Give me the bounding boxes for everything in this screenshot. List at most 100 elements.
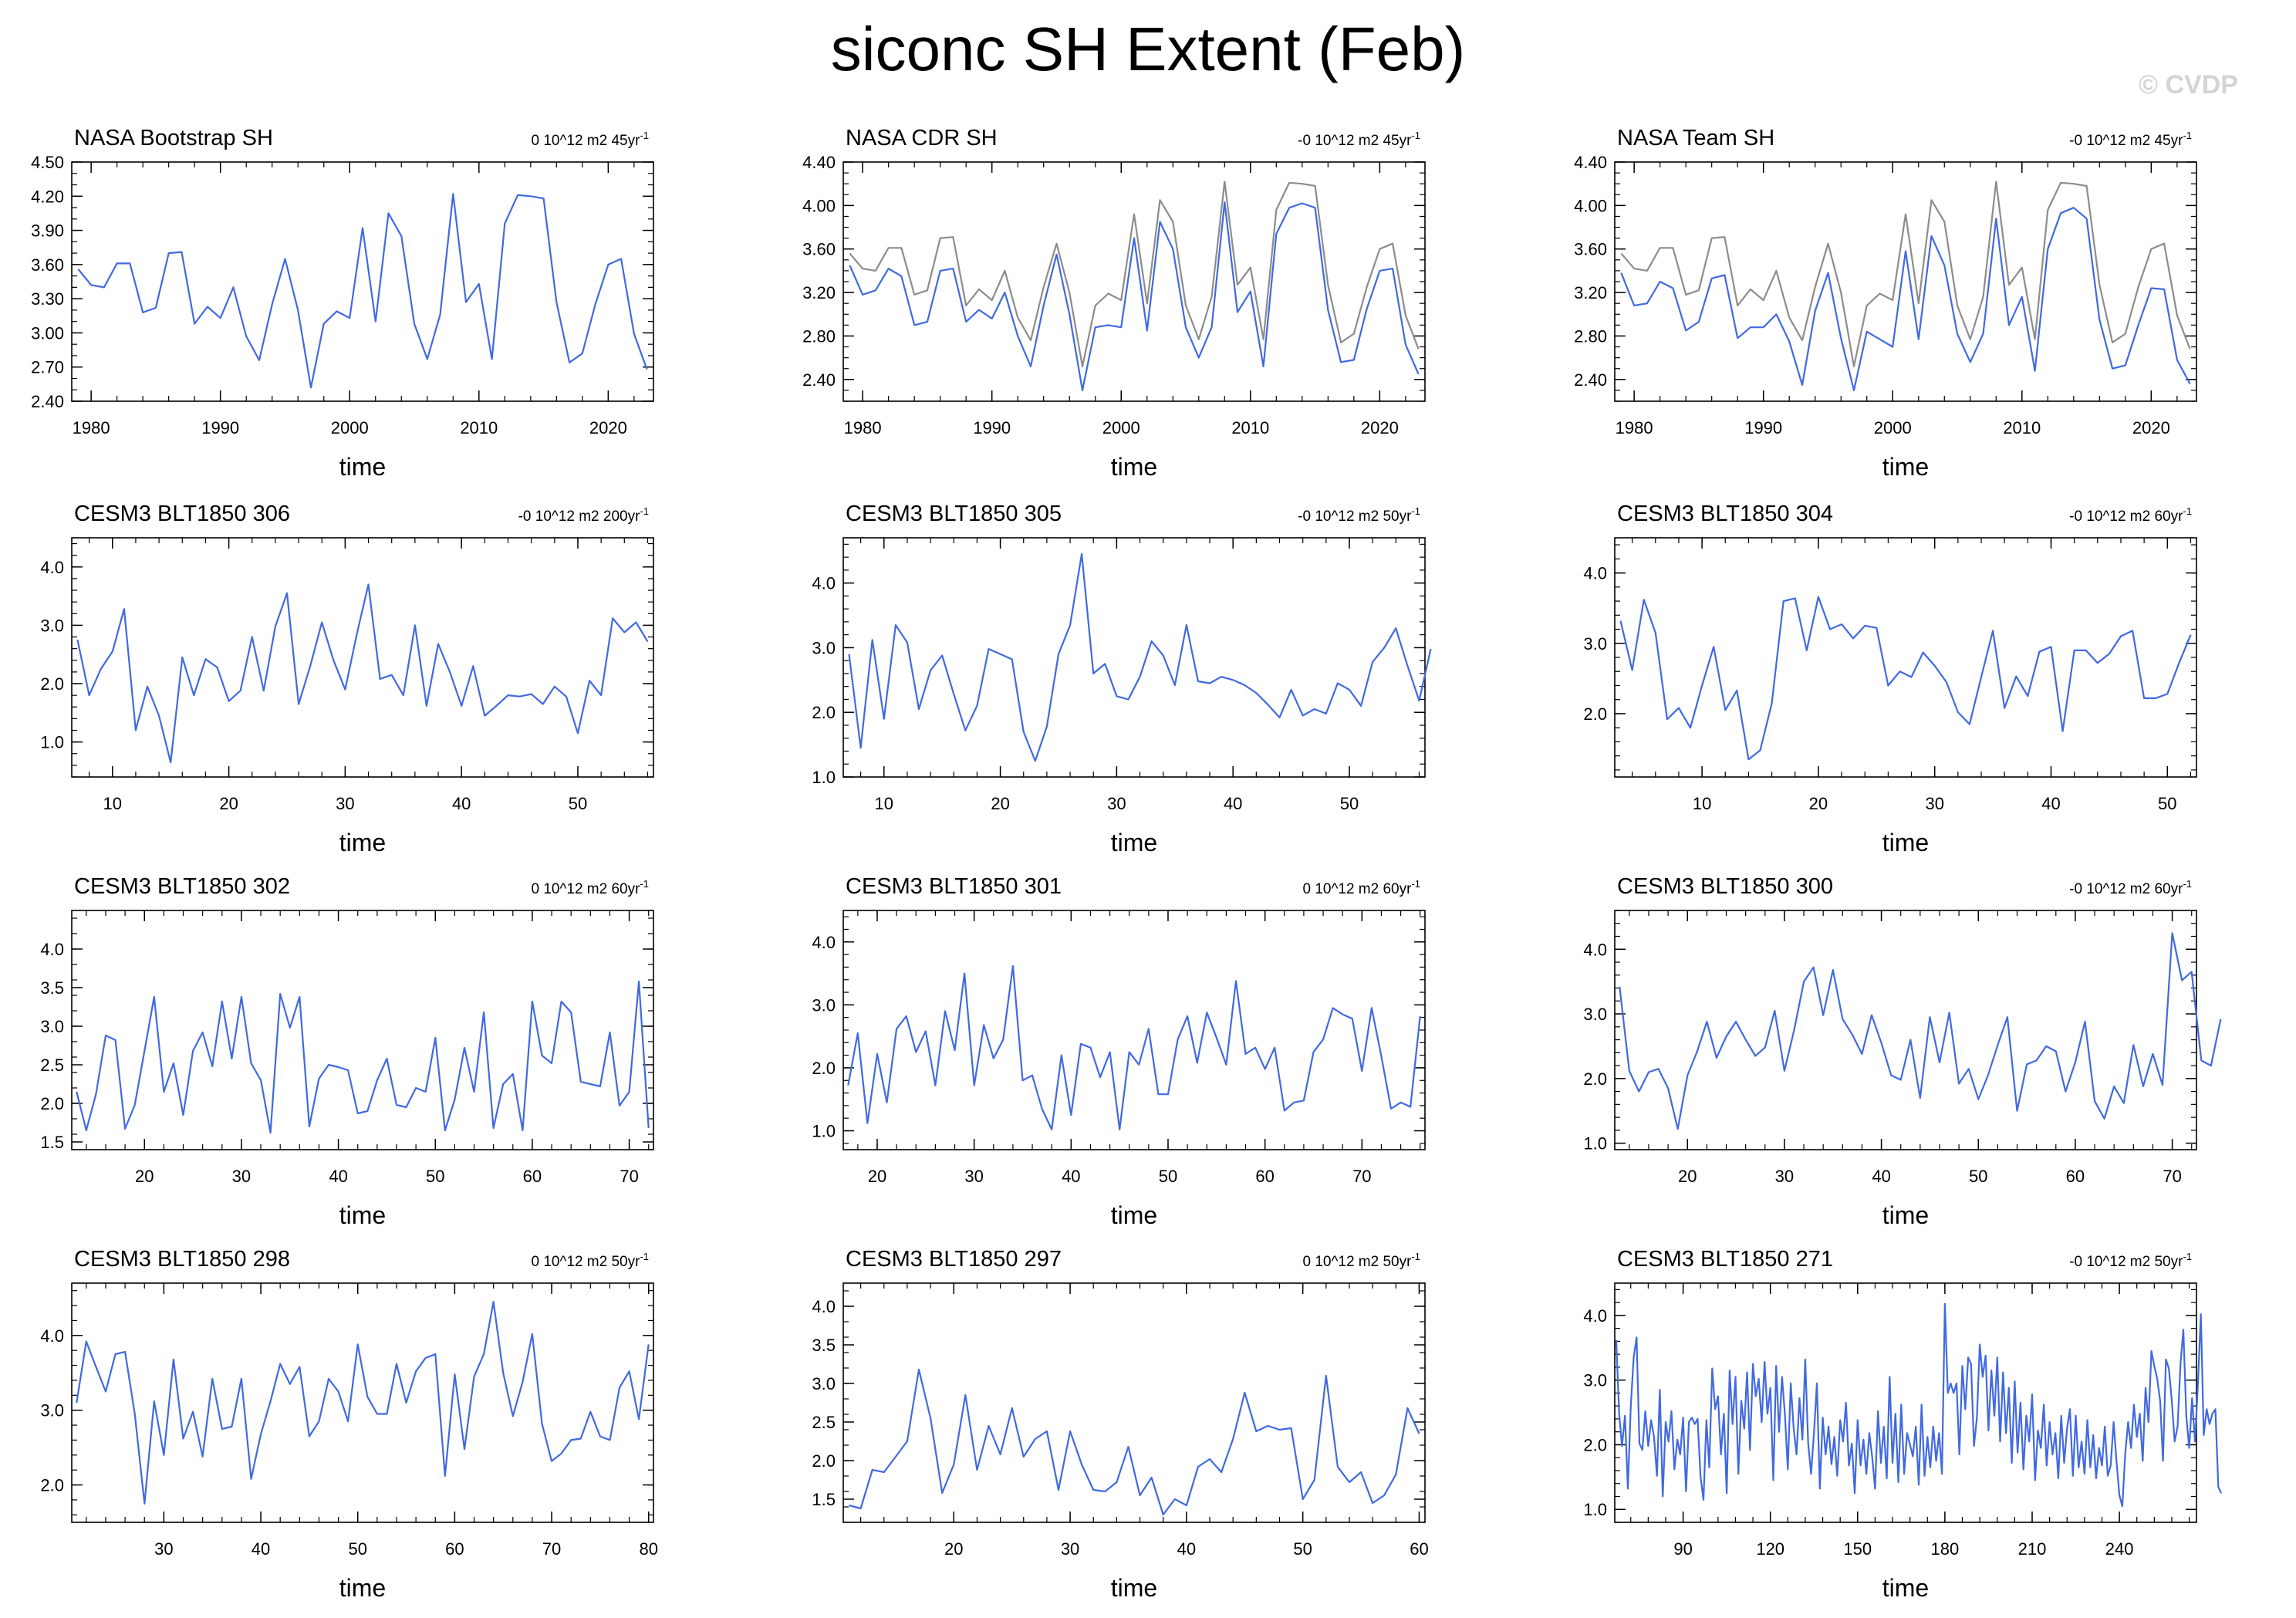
series-line-cesm3-blt1850-304 (1619, 596, 2192, 761)
panel-cesm3-blt1850-271: CESM3 BLT1850 271 -0 10^12 m2 50yr-1 1.0 2.… (1583, 1247, 2223, 1602)
x-tick-label: 60 (445, 1539, 464, 1559)
x-tick-label: 20 (219, 794, 238, 813)
panel-nasa-cdr-sh: NASA CDR SH -0 10^12 m2 45yr-1 2.40 2.80 3.2… (802, 126, 1426, 481)
x-tick-label: 1980 (1616, 418, 1653, 437)
x-axis-label: time (339, 1574, 386, 1602)
y-tick-label: 3.0 (812, 638, 836, 657)
panel-title: CESM3 BLT1850 300 (1617, 874, 1833, 899)
x-axis-label: time (1111, 1201, 1157, 1229)
x-tick-label: 60 (523, 1167, 542, 1186)
y-tick-label: 3.0 (1583, 1005, 1607, 1024)
figure-title: siconc SH Extent (Feb) (830, 15, 1466, 83)
plot-frame (71, 161, 654, 402)
y-tick-label: 4.0 (40, 1326, 64, 1346)
y-tick-label: 3.0 (1583, 1371, 1607, 1390)
x-tick-label: 60 (2066, 1167, 2085, 1186)
y-tick-label: 2.0 (812, 1059, 836, 1078)
x-tick-label: 50 (426, 1167, 444, 1186)
x-tick-label: 50 (348, 1539, 366, 1559)
x-tick-label: 40 (1872, 1167, 1890, 1186)
x-tick-label: 2020 (2132, 418, 2170, 437)
panel-title: NASA CDR SH (846, 126, 998, 150)
panel-title: CESM3 BLT1850 305 (846, 502, 1062, 526)
x-tick-label: 50 (1969, 1167, 1987, 1186)
y-tick-label: 4.0 (812, 574, 836, 593)
y-tick-label: 1.0 (1583, 1500, 1607, 1519)
x-tick-label: 20 (1678, 1167, 1697, 1186)
panel-cesm3-blt1850-297: CESM3 BLT1850 297 0 10^12 m2 50yr-1 1.5 2.0… (812, 1247, 1428, 1602)
y-tick-label: 3.0 (812, 1374, 836, 1393)
panel-cesm3-blt1850-305: CESM3 BLT1850 305 -0 10^12 m2 50yr-1 1.0 2.… (812, 502, 1432, 856)
x-tick-label: 210 (2018, 1539, 2047, 1559)
series-line-cesm3-blt1850-271 (1615, 1302, 2223, 1508)
panel-cesm3-blt1850-306: CESM3 BLT1850 306 -0 10^12 m2 200yr-1 1.0 2… (40, 502, 654, 856)
trend-label: 0 10^12 m2 60yr-1 (1302, 878, 1420, 897)
plot-frame (1614, 161, 2197, 402)
y-tick-label: 1.0 (812, 768, 836, 787)
x-tick-label: 50 (569, 794, 587, 813)
y-tick-label: 3.60 (31, 255, 64, 275)
y-tick-label: 4.0 (812, 933, 836, 952)
y-tick-label: 2.0 (1583, 704, 1607, 724)
x-tick-label: 40 (1062, 1167, 1080, 1186)
x-axis-label: time (1882, 1574, 1929, 1602)
plot-frame (71, 910, 654, 1150)
x-tick-label: 20 (991, 794, 1009, 813)
y-tick-label: 2.40 (802, 370, 836, 390)
y-tick-label: 4.00 (802, 196, 836, 215)
panel-title: CESM3 BLT1850 304 (1617, 502, 1833, 526)
y-tick-label: 2.5 (812, 1413, 836, 1432)
plot-frame (842, 910, 1426, 1150)
x-axis-label: time (1111, 453, 1157, 481)
x-axis-label: time (1111, 1574, 1157, 1602)
y-tick-label: 3.90 (31, 221, 64, 241)
panel-cesm3-blt1850-300: CESM3 BLT1850 300 -0 10^12 m2 60yr-1 1.0 2.… (1583, 874, 2222, 1229)
panel-title: CESM3 BLT1850 271 (1617, 1247, 1833, 1272)
y-tick-label: 2.0 (1583, 1069, 1607, 1089)
x-tick-label: 20 (944, 1539, 963, 1559)
x-tick-label: 50 (2158, 794, 2176, 813)
plot-frame (1614, 910, 2197, 1150)
y-tick-label: 3.5 (812, 1336, 836, 1355)
x-axis-label: time (1882, 829, 1929, 856)
panel-cesm3-blt1850-304: CESM3 BLT1850 304 -0 10^12 m2 60yr-1 2.0 3.… (1583, 502, 2197, 856)
x-tick-label: 30 (964, 1167, 983, 1186)
panel-cesm3-blt1850-302: CESM3 BLT1850 302 0 10^12 m2 60yr-1 1.5 2.0… (40, 874, 654, 1229)
panel-title: CESM3 BLT1850 297 (846, 1247, 1062, 1272)
x-axis-label: time (339, 829, 386, 856)
panel-title: NASA Team SH (1617, 126, 1774, 150)
x-tick-label: 50 (1293, 1539, 1312, 1559)
series-line-cesm3-blt1850-305 (848, 552, 1432, 762)
panel-title: NASA Bootstrap SH (74, 126, 273, 150)
y-tick-label: 2.70 (31, 358, 64, 377)
series-line-nasa-bootstrap-sh (77, 193, 648, 389)
x-tick-label: 1990 (1744, 418, 1782, 437)
series-line-cesm3-blt1850-300 (1619, 932, 2222, 1130)
x-axis-label: time (339, 453, 386, 481)
trend-label: 0 10^12 m2 50yr-1 (531, 1251, 649, 1270)
x-tick-label: 20 (868, 1167, 886, 1186)
panel-cesm3-blt1850-301: CESM3 BLT1850 301 0 10^12 m2 60yr-1 1.0 2.0… (812, 874, 1426, 1229)
series-line-nasa-bootstrap-sh (849, 181, 1420, 367)
x-tick-label: 80 (639, 1539, 657, 1559)
y-tick-label: 2.0 (40, 674, 64, 694)
x-tick-label: 150 (1843, 1539, 1872, 1559)
x-tick-label: 2000 (331, 418, 369, 437)
panel-nasa-team-sh: NASA Team SH -0 10^12 m2 45yr-1 2.40 2.80 3.… (1574, 126, 2197, 481)
x-tick-label: 20 (135, 1167, 154, 1186)
x-tick-label: 70 (2163, 1167, 2181, 1186)
panel-title: CESM3 BLT1850 301 (846, 874, 1062, 899)
series-line-cesm3-blt1850-306 (76, 583, 649, 764)
x-tick-label: 30 (1061, 1539, 1079, 1559)
y-tick-label: 1.5 (40, 1133, 64, 1152)
x-axis-label: time (339, 1201, 386, 1229)
trend-label: 0 10^12 m2 45yr-1 (531, 130, 649, 149)
y-tick-label: 4.40 (1574, 153, 1607, 172)
trend-label: 0 10^12 m2 60yr-1 (531, 878, 649, 897)
x-tick-label: 2010 (460, 418, 498, 437)
plot-frame (842, 537, 1426, 778)
y-tick-label: 4.0 (812, 1297, 836, 1316)
y-tick-label: 3.0 (40, 1017, 64, 1036)
y-tick-label: 3.60 (802, 240, 836, 259)
